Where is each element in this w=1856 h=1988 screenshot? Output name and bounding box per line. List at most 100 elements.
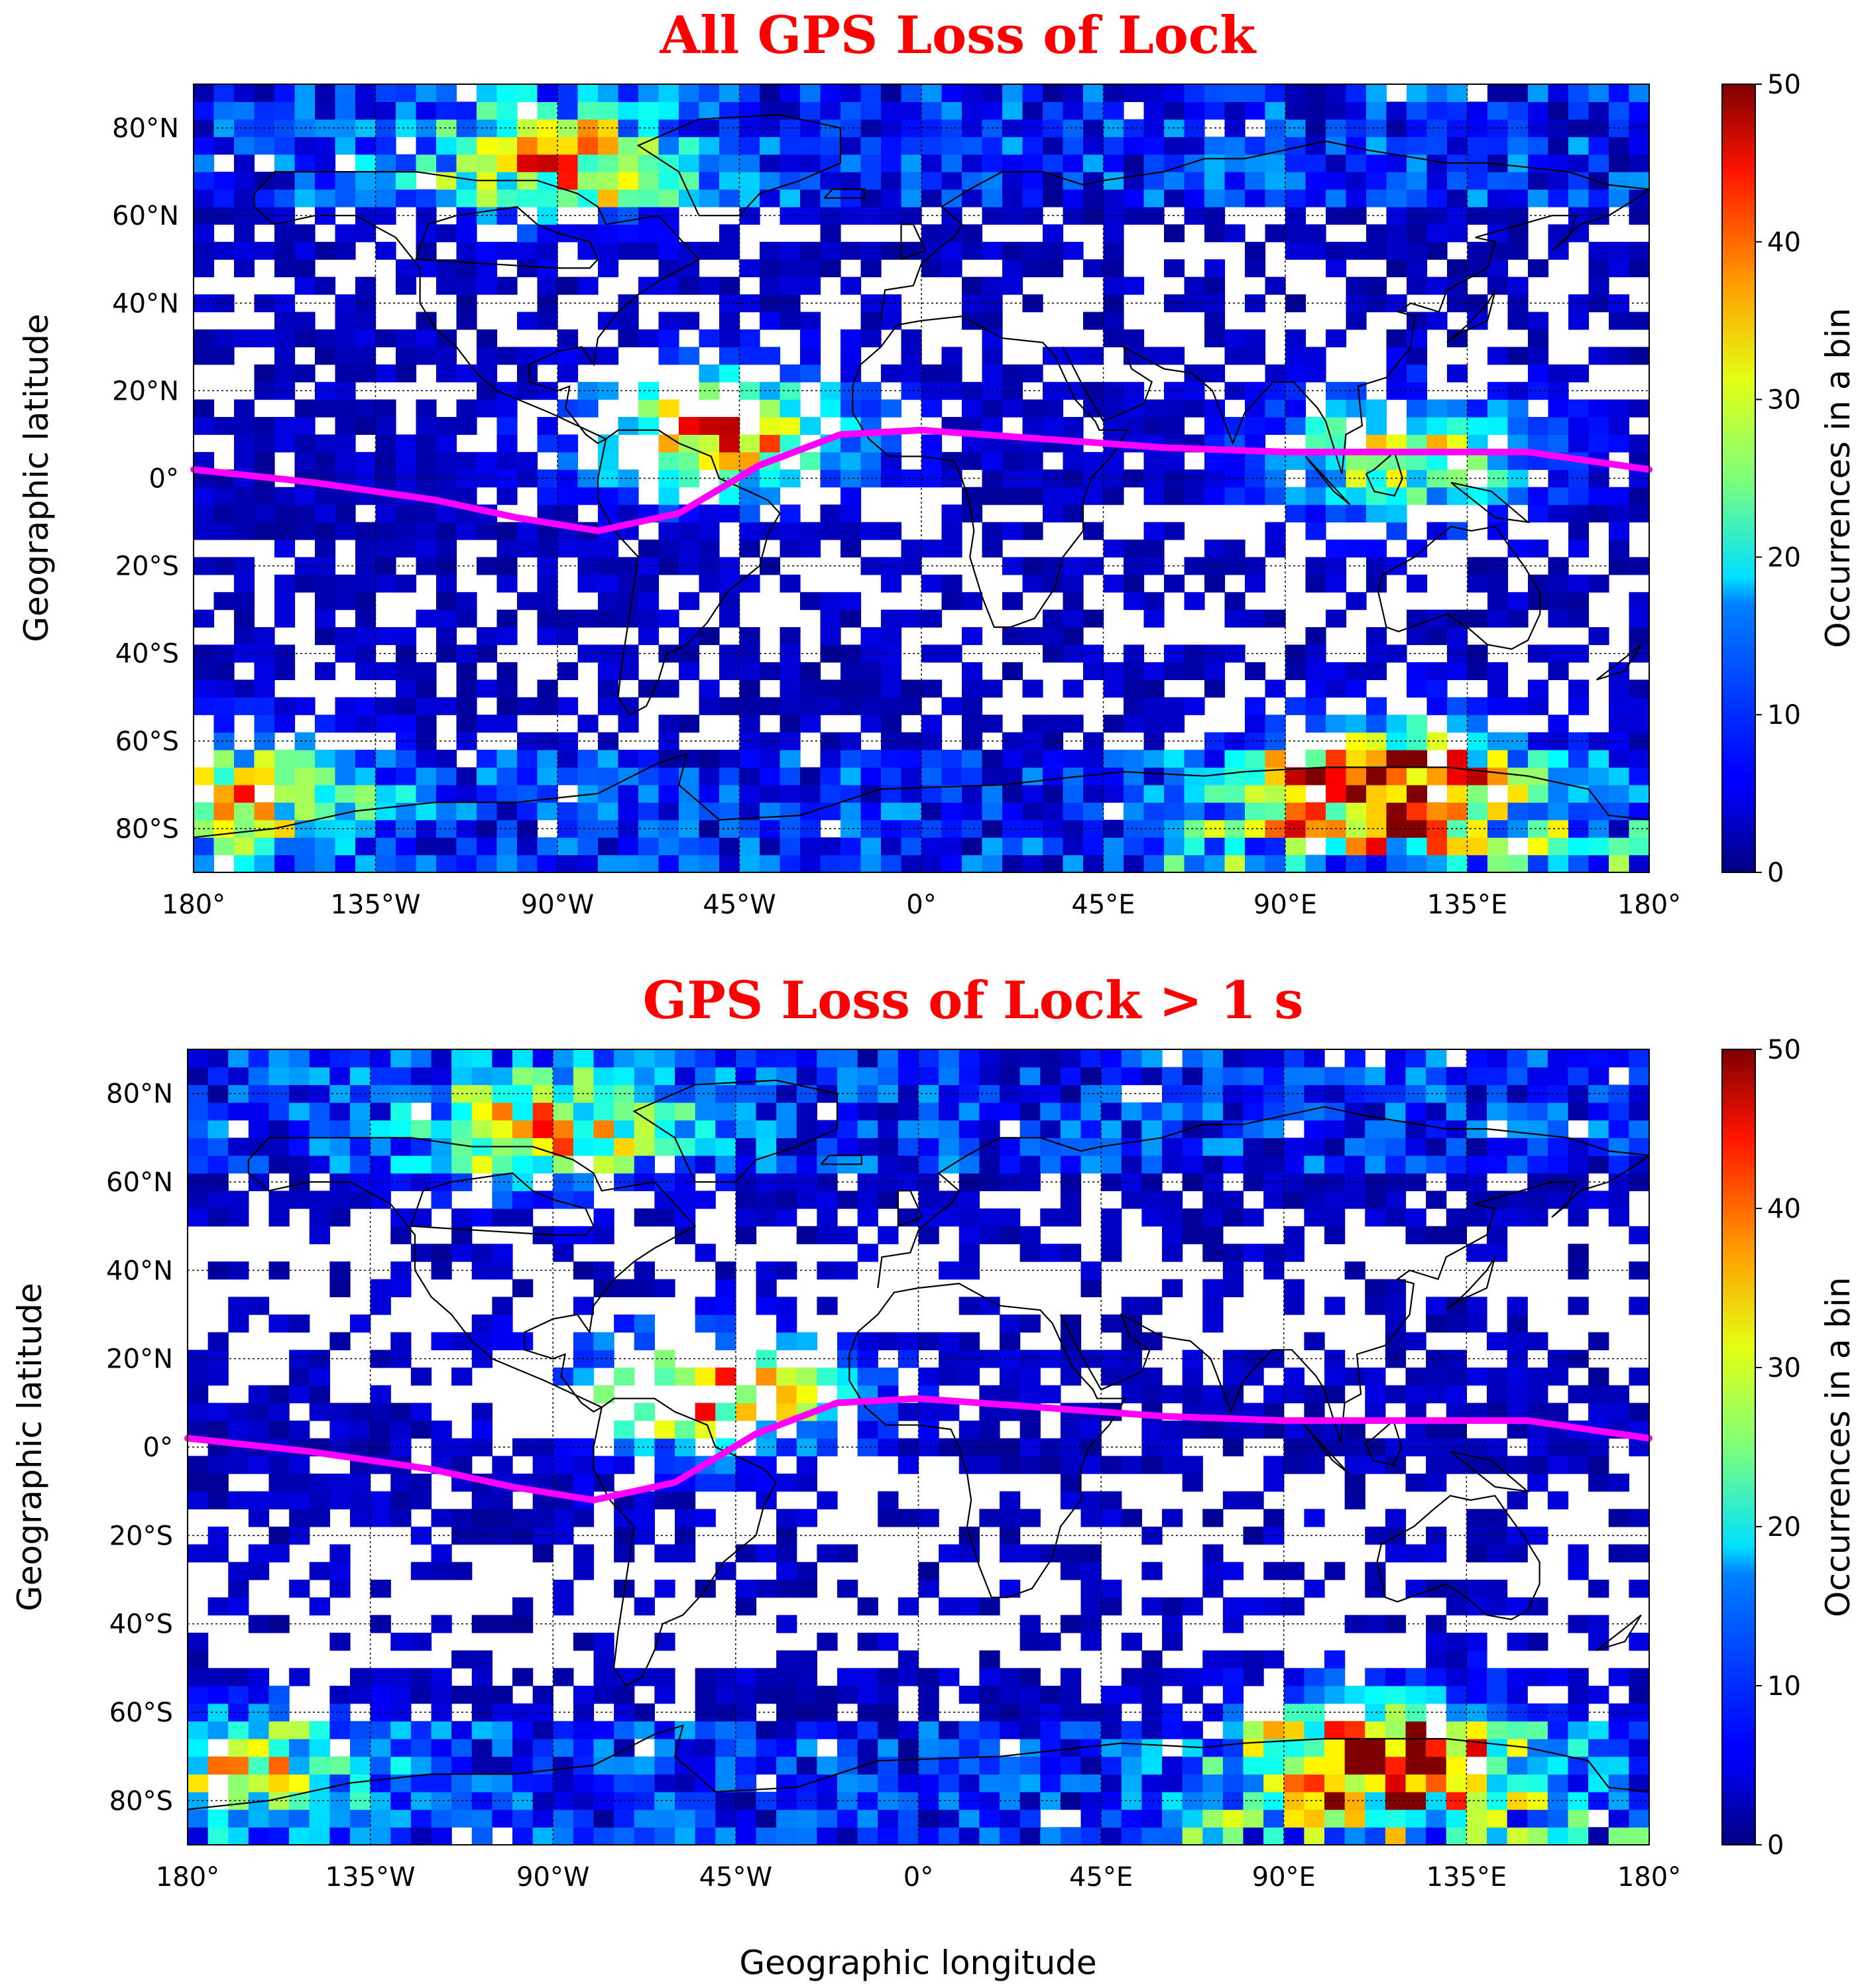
heatmap-cell [1143, 101, 1165, 120]
heatmap-cell [614, 1686, 635, 1704]
heatmap-cell [1568, 154, 1590, 172]
heatmap-cell [1285, 697, 1306, 715]
heatmap-cell [1101, 1827, 1122, 1845]
heatmap-cell [436, 189, 457, 207]
heatmap-cell [517, 837, 538, 856]
heatmap-cell [1162, 1774, 1183, 1792]
heatmap-cell [1305, 715, 1326, 733]
heatmap-cell [719, 609, 740, 628]
heatmap-cell [817, 1226, 838, 1244]
heatmap-cell [796, 1474, 817, 1492]
heatmap-cell [1265, 417, 1286, 436]
heatmap-cell [1143, 154, 1165, 172]
heatmap-cell [431, 1244, 452, 1262]
heatmap-cell [537, 767, 558, 786]
heatmap-cell [1385, 1544, 1407, 1562]
heatmap-cell [431, 1686, 452, 1704]
heatmap-cell [1060, 1456, 1082, 1474]
coastline [900, 223, 927, 261]
heatmap-cell [1528, 750, 1549, 768]
heatmap-cell [1407, 259, 1428, 278]
heatmap-cell [1224, 784, 1246, 803]
heatmap-cell [1344, 1155, 1365, 1174]
heatmap-cell [1447, 802, 1468, 821]
heatmap-cell [1103, 399, 1124, 418]
heatmap-cell [436, 347, 457, 365]
heatmap-cell [234, 784, 255, 803]
heatmap-cell [1527, 1084, 1548, 1103]
heatmap-cell [1204, 417, 1226, 436]
heatmap-cell [1000, 1226, 1021, 1244]
heatmap-cell [796, 1226, 817, 1244]
heatmap-cell [1002, 154, 1023, 172]
heatmap-cell [1164, 522, 1185, 540]
heatmap-cell [1022, 399, 1043, 418]
heatmap-cell [294, 802, 316, 821]
heatmap-cell [634, 1438, 655, 1456]
x-tick-label: 90°E [1252, 1862, 1316, 1893]
heatmap-cell [1243, 1650, 1264, 1668]
heatmap-cell [618, 101, 639, 120]
colorbar-tick-label: 20 [1767, 1512, 1801, 1543]
heatmap-cell [1019, 1756, 1041, 1775]
heatmap-cell [315, 750, 336, 768]
heatmap-cell [958, 1721, 980, 1739]
heatmap-cell [1222, 1668, 1244, 1686]
heatmap-cell [614, 1368, 635, 1386]
heatmap-cell [857, 1332, 878, 1350]
heatmap-cell [1043, 767, 1064, 786]
heatmap-cell [939, 1403, 960, 1421]
heatmap-cell [1407, 276, 1428, 295]
heatmap-cell [456, 662, 477, 680]
heatmap-cell [355, 854, 377, 873]
heatmap-cell [477, 837, 498, 856]
heatmap-cell [695, 1049, 716, 1068]
heatmap-cell [654, 1456, 675, 1474]
heatmap-cell [194, 662, 215, 680]
heatmap-cell [375, 854, 396, 873]
heatmap-cell [1324, 1368, 1346, 1386]
heatmap-cell [1121, 1774, 1142, 1792]
heatmap-cell [416, 750, 437, 768]
heatmap-cell [958, 1173, 980, 1191]
coastline [1303, 1424, 1350, 1474]
heatmap-cell [1609, 154, 1630, 172]
heatmap-cell [699, 539, 720, 557]
heatmap-cell [396, 347, 417, 365]
heatmap-cell [1608, 1809, 1629, 1828]
heatmap-cell [1063, 451, 1084, 470]
heatmap-cell [1346, 539, 1367, 557]
heatmap-cell [1629, 592, 1650, 611]
heatmap-cell [1101, 1756, 1122, 1775]
heatmap-cell [1528, 854, 1549, 873]
heatmap-cell [878, 1102, 899, 1121]
heatmap-cell [416, 767, 437, 786]
heatmap-cell [1141, 1067, 1163, 1085]
heatmap-cell [553, 1668, 574, 1686]
heatmap-cell [776, 1191, 797, 1209]
heatmap-cell [1182, 1120, 1203, 1138]
heatmap-cell [715, 1138, 736, 1156]
heatmap-cell [254, 802, 275, 821]
heatmap-cell [289, 1668, 310, 1686]
heatmap-cell [1164, 767, 1185, 786]
heatmap-cell [477, 451, 498, 470]
heatmap-cell [675, 1421, 696, 1439]
heatmap-cell [1124, 784, 1145, 803]
heatmap-cell [776, 1155, 797, 1174]
heatmap-cell [1019, 1138, 1041, 1156]
heatmap-cell [982, 837, 1003, 856]
heatmap-cell [618, 417, 639, 436]
heatmap-cell [553, 1138, 574, 1156]
heatmap-cell [739, 750, 760, 768]
heatmap-cell [878, 1067, 899, 1085]
heatmap-cell [1143, 399, 1165, 418]
heatmap-cell [1022, 101, 1043, 120]
coastlines [193, 114, 1650, 839]
heatmap-cell [370, 1580, 391, 1598]
heatmap-cell [715, 1368, 736, 1386]
heatmap-cell [699, 417, 720, 436]
heatmap-cell [1426, 137, 1448, 155]
heatmap-cell [335, 767, 356, 786]
heatmap-cell [274, 574, 296, 593]
